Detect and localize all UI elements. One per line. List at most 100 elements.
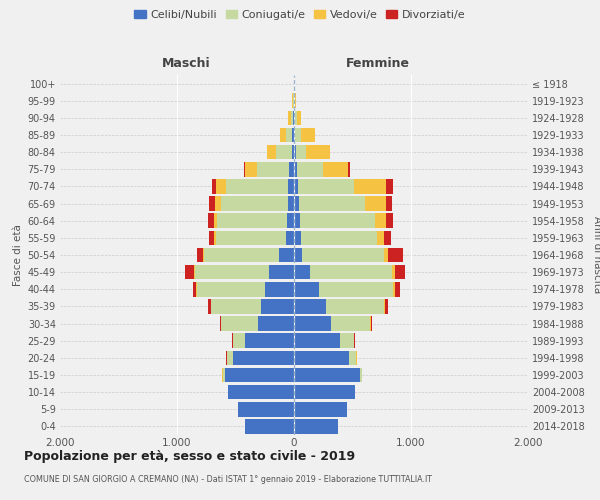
Bar [294, 368, 359, 382]
Bar [294, 214, 300, 228]
Bar [287, 214, 294, 228]
Bar [194, 265, 269, 280]
Bar [209, 196, 215, 211]
Bar [294, 334, 340, 348]
Bar [306, 145, 329, 160]
Bar [208, 299, 211, 314]
Bar [294, 350, 349, 365]
Bar [295, 94, 296, 108]
Bar [225, 368, 294, 382]
Bar [289, 110, 291, 125]
Bar [294, 265, 310, 280]
Bar [323, 162, 349, 176]
Text: COMUNE DI SAN GIORGIO A CREMANO (NA) - Dati ISTAT 1° gennaio 2019 - Elaborazione: COMUNE DI SAN GIORGIO A CREMANO (NA) - D… [24, 475, 432, 484]
Bar [215, 230, 286, 245]
Bar [301, 128, 315, 142]
Y-axis label: Fasce di età: Fasce di età [13, 224, 23, 286]
Bar [295, 128, 301, 142]
Bar [245, 419, 294, 434]
Text: Femmine: Femmine [346, 57, 410, 70]
Bar [385, 299, 388, 314]
Bar [365, 196, 386, 211]
Bar [294, 248, 302, 262]
Bar [294, 230, 301, 245]
Bar [294, 179, 298, 194]
Bar [289, 162, 294, 176]
Bar [233, 350, 294, 365]
Bar [386, 196, 392, 211]
Bar [294, 196, 299, 211]
Bar [297, 162, 323, 176]
Bar [209, 230, 214, 245]
Bar [277, 145, 292, 160]
Bar [291, 110, 293, 125]
Bar [229, 385, 294, 400]
Bar [294, 282, 319, 296]
Bar [217, 214, 287, 228]
Bar [295, 110, 296, 125]
Bar [258, 316, 294, 331]
Bar [208, 214, 214, 228]
Bar [221, 316, 258, 331]
Bar [292, 145, 294, 160]
Bar [223, 368, 225, 382]
Bar [286, 128, 292, 142]
Bar [302, 248, 384, 262]
Bar [238, 402, 294, 416]
Bar [245, 334, 294, 348]
Bar [296, 110, 301, 125]
Bar [287, 196, 294, 211]
Bar [203, 248, 204, 262]
Bar [294, 110, 295, 125]
Bar [395, 282, 400, 296]
Bar [300, 214, 375, 228]
Bar [294, 128, 295, 142]
Bar [257, 162, 289, 176]
Bar [388, 248, 403, 262]
Bar [371, 316, 372, 331]
Bar [386, 214, 393, 228]
Bar [197, 248, 203, 262]
Bar [193, 282, 196, 296]
Bar [383, 230, 391, 245]
Bar [227, 350, 233, 365]
Bar [214, 214, 217, 228]
Bar [215, 196, 221, 211]
Bar [359, 368, 362, 382]
Bar [216, 179, 226, 194]
Bar [244, 162, 245, 176]
Bar [394, 282, 395, 296]
Bar [301, 230, 377, 245]
Bar [220, 316, 221, 331]
Bar [280, 128, 286, 142]
Bar [279, 248, 294, 262]
Bar [353, 179, 386, 194]
Bar [267, 145, 277, 160]
Bar [245, 162, 257, 176]
Bar [214, 230, 215, 245]
Bar [233, 334, 245, 348]
Legend: Celibi/Nubili, Coniugati/e, Vedovi/e, Divorziati/e: Celibi/Nubili, Coniugati/e, Vedovi/e, Di… [130, 6, 470, 25]
Bar [212, 179, 216, 194]
Bar [197, 282, 265, 296]
Bar [386, 179, 394, 194]
Bar [226, 179, 287, 194]
Text: Popolazione per età, sesso e stato civile - 2019: Popolazione per età, sesso e stato civil… [24, 450, 355, 463]
Bar [384, 248, 388, 262]
Bar [349, 162, 350, 176]
Bar [294, 385, 355, 400]
Bar [326, 299, 384, 314]
Y-axis label: Anni di nascita: Anni di nascita [592, 216, 600, 294]
Bar [319, 282, 394, 296]
Bar [286, 230, 294, 245]
Bar [261, 299, 294, 314]
Bar [292, 128, 294, 142]
Bar [221, 196, 287, 211]
Bar [269, 265, 294, 280]
Bar [299, 196, 365, 211]
Bar [204, 248, 279, 262]
Bar [294, 162, 297, 176]
Bar [294, 419, 338, 434]
Bar [298, 179, 353, 194]
Bar [185, 265, 194, 280]
